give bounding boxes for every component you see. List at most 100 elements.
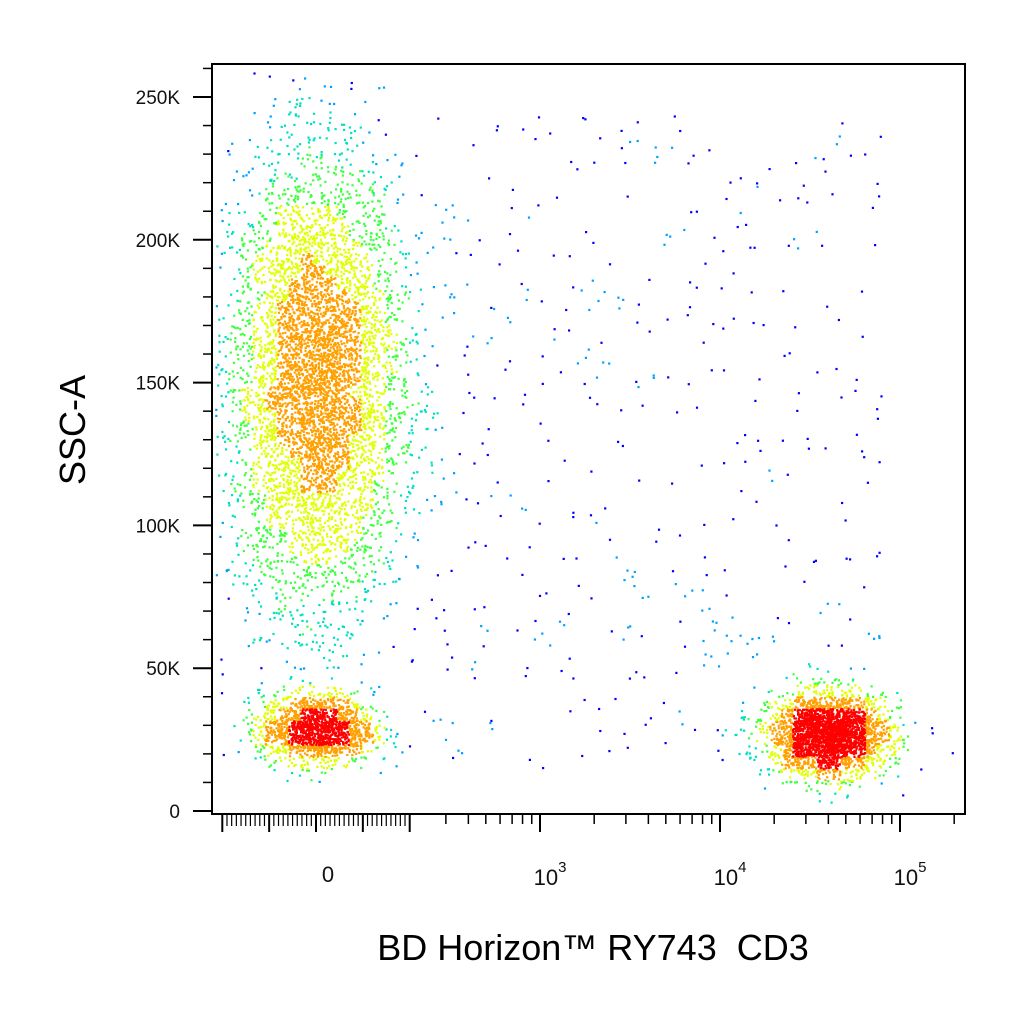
event-dot <box>297 152 300 155</box>
event-dot <box>328 540 331 543</box>
event-dot <box>880 782 883 785</box>
event-dot <box>315 758 318 761</box>
event-dot <box>332 217 336 221</box>
event-dot <box>370 490 374 493</box>
event-dot <box>778 741 781 744</box>
event-dot <box>260 280 263 284</box>
event-dot <box>340 590 343 593</box>
event-dot <box>329 272 332 275</box>
event-dot <box>302 248 305 251</box>
event-dot <box>346 538 350 541</box>
event-dot <box>231 246 234 249</box>
event-dot <box>267 334 271 337</box>
event-dot <box>362 206 365 209</box>
event-dot <box>337 581 340 584</box>
event-dot <box>278 152 281 156</box>
event-dot <box>309 522 312 525</box>
event-dot <box>763 710 766 713</box>
event-dot <box>340 260 343 263</box>
event-dot <box>303 508 306 511</box>
event-dot <box>275 751 279 754</box>
event-dot <box>250 501 253 504</box>
event-dot <box>348 608 351 611</box>
event-dot <box>359 310 362 313</box>
event-dot <box>400 389 403 392</box>
event-dot <box>338 506 341 509</box>
event-dot <box>321 634 324 637</box>
event-dot <box>373 247 376 250</box>
event-dot <box>265 297 268 300</box>
event-dot <box>252 734 255 737</box>
event-dot <box>360 313 363 316</box>
event-dot <box>305 202 309 205</box>
event-dot <box>244 461 247 464</box>
event-dot <box>768 702 771 705</box>
event-dot <box>316 545 319 548</box>
event-dot <box>294 257 297 260</box>
event-dot <box>221 405 224 408</box>
event-dot <box>327 573 330 576</box>
event-dot <box>903 742 906 745</box>
event-dot <box>587 348 590 351</box>
event-dot <box>348 328 351 331</box>
event-dot <box>360 719 363 722</box>
event-dot <box>597 299 600 303</box>
event-dot <box>310 530 313 533</box>
event-dot <box>307 528 310 532</box>
event-dot <box>270 386 273 389</box>
event-dot <box>836 783 840 786</box>
event-dot <box>224 202 227 206</box>
event-dot <box>330 283 334 286</box>
event-dot <box>276 318 279 322</box>
event-dot <box>769 725 772 728</box>
event-dot <box>878 551 881 554</box>
event-dot <box>357 291 360 294</box>
event-dot <box>781 782 784 785</box>
event-dot <box>506 557 509 560</box>
event-dot <box>263 218 266 221</box>
event-dot <box>376 399 379 402</box>
event-dot <box>387 521 390 524</box>
event-dot <box>831 681 834 684</box>
event-dot <box>298 252 301 255</box>
event-dot <box>236 289 239 292</box>
event-dot <box>305 257 308 260</box>
event-dot <box>599 137 602 140</box>
event-dot <box>343 474 346 477</box>
event-dot <box>374 334 377 337</box>
event-dot <box>334 573 337 576</box>
event-dot <box>255 588 258 591</box>
event-dot <box>268 259 271 262</box>
event-dot <box>334 219 337 222</box>
event-dot <box>259 441 262 445</box>
event-dot <box>379 311 382 314</box>
event-dot <box>363 497 366 500</box>
event-dot <box>222 340 225 343</box>
event-dot <box>298 499 301 502</box>
event-dot <box>247 374 250 377</box>
event-dot <box>278 579 281 583</box>
event-dot <box>265 435 268 438</box>
event-dot <box>380 486 383 489</box>
event-dot <box>274 212 277 215</box>
event-dot <box>274 435 277 438</box>
event-dot <box>845 557 848 560</box>
event-dot <box>368 426 371 429</box>
event-dot <box>267 734 270 737</box>
event-dot <box>270 357 273 360</box>
event-dot <box>271 472 274 475</box>
event-dot <box>324 506 327 509</box>
event-dot <box>390 289 393 292</box>
event-dot <box>373 337 376 340</box>
event-dot <box>221 673 224 676</box>
event-dot <box>248 345 251 348</box>
event-dot <box>287 290 290 293</box>
event-dot <box>366 305 369 308</box>
event-dot <box>361 402 364 405</box>
event-dot <box>362 726 365 729</box>
event-dot <box>345 277 348 281</box>
event-dot <box>623 732 626 735</box>
event-dot <box>307 136 310 139</box>
event-dot <box>301 260 304 263</box>
event-dot <box>743 716 746 719</box>
